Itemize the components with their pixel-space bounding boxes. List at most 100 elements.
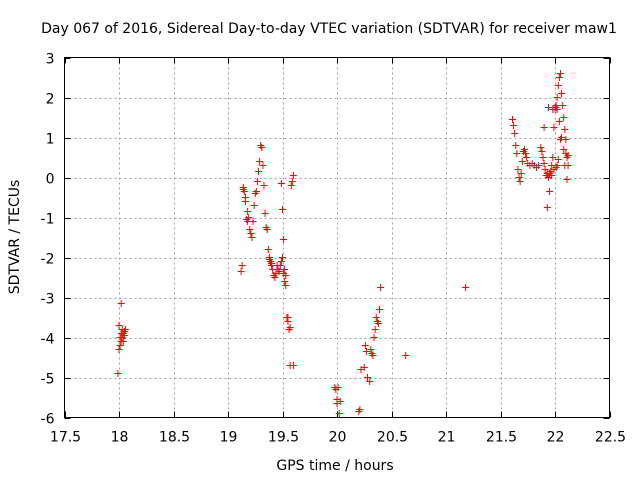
data-point — [549, 106, 557, 113]
data-point — [552, 102, 560, 109]
x-tick-label: 22.5 — [595, 430, 626, 446]
data-point — [275, 268, 283, 275]
data-point — [119, 338, 127, 345]
y-tick-label: -4 — [41, 332, 55, 348]
data-point — [543, 204, 551, 211]
data-point — [374, 320, 382, 327]
data-point — [289, 362, 297, 369]
data-point — [356, 406, 364, 413]
y-tick-label: 1 — [46, 132, 55, 148]
data-point — [560, 146, 568, 153]
data-point — [520, 146, 528, 153]
data-point — [240, 188, 248, 195]
data-point — [289, 172, 297, 179]
data-point — [334, 384, 342, 391]
data-point — [522, 150, 530, 157]
data-point — [537, 144, 545, 151]
data-point — [523, 154, 531, 161]
data-point — [539, 154, 547, 161]
y-tick-label: -6 — [41, 412, 55, 428]
data-point — [115, 322, 123, 329]
data-point — [544, 104, 552, 111]
data-point — [541, 166, 549, 173]
data-point — [120, 332, 128, 339]
y-tick-label: -2 — [41, 252, 55, 268]
data-point — [508, 116, 516, 123]
data-point — [555, 118, 563, 125]
x-tick-label: 17.5 — [50, 430, 81, 446]
data-point — [245, 214, 253, 221]
data-point — [252, 188, 260, 195]
x-tick-label: 19.5 — [268, 430, 299, 446]
data-point — [336, 398, 344, 405]
data-point — [556, 136, 564, 143]
data-point — [264, 246, 272, 253]
data-point — [546, 188, 554, 195]
data-point — [256, 158, 264, 165]
data-point — [366, 378, 374, 385]
data-point — [514, 166, 522, 173]
data-point — [237, 268, 245, 275]
grid — [64, 57, 610, 418]
data-point — [268, 260, 276, 267]
data-point — [238, 262, 246, 269]
data-point — [263, 226, 271, 233]
data-point — [518, 158, 526, 165]
data-point — [265, 254, 273, 261]
data-point — [462, 284, 470, 291]
data-point — [369, 352, 377, 359]
data-point — [253, 178, 261, 185]
data-point — [367, 346, 375, 353]
x-tick-label: 21.5 — [486, 430, 517, 446]
y-tick-label: -5 — [41, 372, 55, 388]
data-point — [550, 124, 558, 131]
data-point — [513, 150, 521, 157]
data-point — [549, 154, 557, 161]
data-point — [372, 314, 380, 321]
data-point — [376, 306, 384, 313]
data-point — [515, 174, 523, 181]
data-point — [561, 162, 569, 169]
data-point — [280, 236, 288, 243]
data-point — [246, 226, 254, 233]
data-point — [288, 178, 296, 185]
x-tick-label: 22 — [547, 430, 565, 446]
data-point — [281, 278, 289, 285]
data-point — [239, 184, 247, 191]
data-point — [559, 102, 567, 109]
data-point — [561, 126, 569, 133]
data-point — [535, 162, 543, 169]
chart-title: Day 067 of 2016, Sidereal Day-to-day VTE… — [41, 21, 617, 37]
data-point — [114, 370, 122, 377]
data-point — [558, 90, 566, 97]
data-point — [371, 326, 379, 333]
x-axis-label: GPS time / hours — [276, 458, 393, 474]
y-axis-label: SDTVAR / TECUs — [7, 180, 23, 295]
data-point — [271, 274, 279, 281]
data-point — [554, 156, 562, 163]
y-tick-label: -1 — [41, 212, 55, 228]
data-point — [116, 342, 124, 349]
data-point — [259, 162, 267, 169]
data-point — [122, 326, 130, 333]
data-point — [553, 162, 561, 169]
data-point — [517, 170, 525, 177]
x-tick-label: 18.5 — [159, 430, 190, 446]
data-point — [260, 182, 268, 189]
data-point — [287, 182, 295, 189]
data-point — [282, 282, 290, 289]
data-point — [560, 114, 568, 121]
data-point — [258, 144, 266, 151]
data-point — [250, 202, 258, 209]
data-point — [276, 262, 284, 269]
x-tick-label: 20 — [329, 430, 347, 446]
data-point — [364, 374, 372, 381]
data-point — [279, 254, 286, 261]
data-point — [279, 206, 286, 213]
axis-ticks: 17.5 18 18.5 19 19.5 20 20.5 21 21.5 22 22.5-6-5-4… — [41, 52, 627, 446]
data-point — [360, 364, 368, 371]
data-point — [117, 300, 125, 307]
data-point — [540, 160, 548, 167]
data-point — [362, 348, 370, 355]
data-point — [282, 272, 290, 279]
